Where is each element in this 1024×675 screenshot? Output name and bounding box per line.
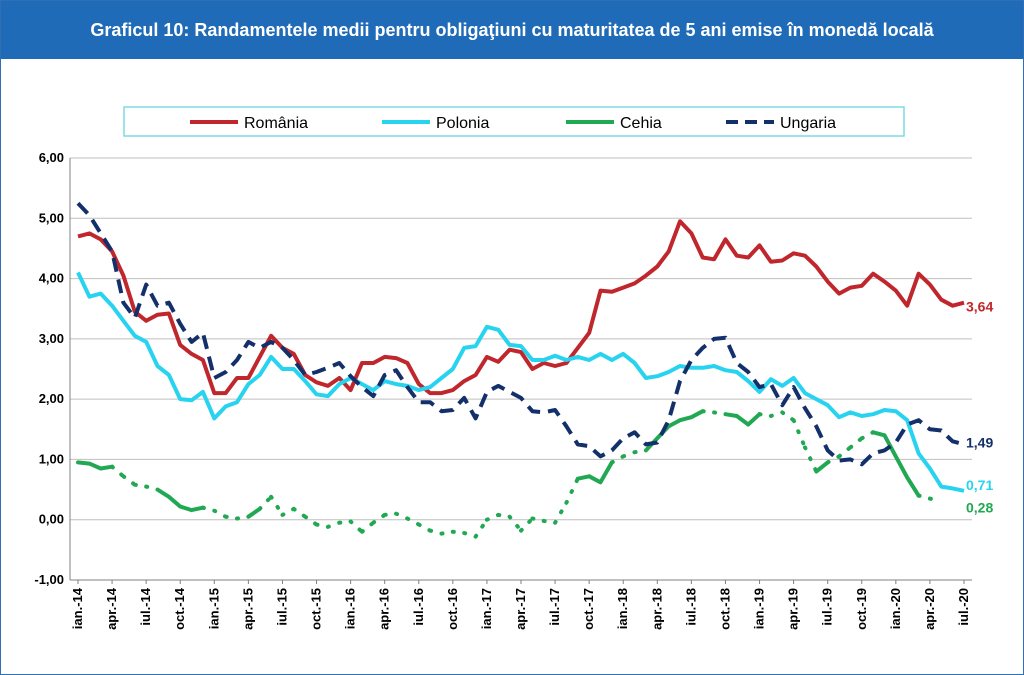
x-tick-label: ian.-15 (206, 588, 221, 629)
x-tick-label: oct.-16 (445, 588, 460, 630)
x-tick-label: ian.-19 (752, 588, 767, 629)
x-tick-label: iul.-18 (683, 588, 698, 626)
legend-entry: Ungaria (780, 115, 836, 132)
y-tick-label: -1,00 (34, 572, 64, 587)
x-tick-label: apr.-16 (377, 588, 392, 630)
y-tick-label: 1,00 (39, 451, 64, 466)
x-tick-label: apr.-20 (922, 588, 937, 630)
y-tick-label: 5,00 (39, 210, 64, 225)
x-tick-label: oct.-17 (581, 588, 596, 630)
x-tick-label: apr.-14 (104, 587, 119, 630)
y-tick-label: 2,00 (39, 391, 64, 406)
x-tick-label: apr.-18 (649, 588, 664, 630)
x-tick-label: iul.-17 (547, 588, 562, 626)
x-tick-label: oct.-19 (854, 588, 869, 630)
end-value-label: 1,49 (966, 434, 993, 450)
x-tick-label: ian.-17 (479, 588, 494, 629)
y-tick-label: 0,00 (39, 512, 64, 527)
series-polonia-line (76, 271, 965, 493)
series-ungaria-line (76, 201, 965, 467)
x-tick-label: apr.-19 (786, 588, 801, 630)
x-tick-label: iul.-15 (274, 588, 289, 626)
y-tick-label: 3,00 (39, 331, 64, 346)
y-tick-label: 6,00 (39, 150, 64, 165)
header-bar: Graficul 10: Randamentele medii pentru o… (1, 1, 1023, 59)
x-tick-label: oct.-15 (309, 588, 324, 630)
end-value-label: 0,71 (966, 477, 993, 493)
x-tick-label: oct.-18 (717, 588, 732, 630)
chart-title: Graficul 10: Randamentele medii pentru o… (90, 20, 934, 40)
x-tick-label: ian.-14 (70, 587, 85, 629)
legend-entry: România (244, 115, 308, 132)
y-tick-label: 4,00 (39, 271, 64, 286)
series-cehia-line (76, 409, 921, 519)
series-romnia-line (77, 219, 965, 396)
x-tick-label: apr.-17 (513, 588, 528, 630)
x-tick-label: ian.-16 (343, 588, 358, 629)
end-value-label: 0,28 (966, 500, 993, 516)
x-tick-label: apr.-15 (240, 588, 255, 630)
x-tick-label: iul.-20 (956, 588, 971, 626)
x-tick-label: ian.-18 (615, 588, 630, 629)
end-value-label: 3,64 (966, 299, 993, 315)
x-tick-label: oct.-14 (172, 587, 187, 630)
legend-entry: Polonia (436, 115, 489, 132)
x-tick-label: iul.-14 (138, 587, 153, 625)
series-cehia-line-dotted (110, 409, 944, 539)
x-tick-label: ian.-20 (888, 588, 903, 629)
x-tick-label: iul.-19 (820, 588, 835, 626)
legend-entry: Cehia (620, 115, 662, 132)
x-tick-label: iul.-16 (411, 588, 426, 626)
